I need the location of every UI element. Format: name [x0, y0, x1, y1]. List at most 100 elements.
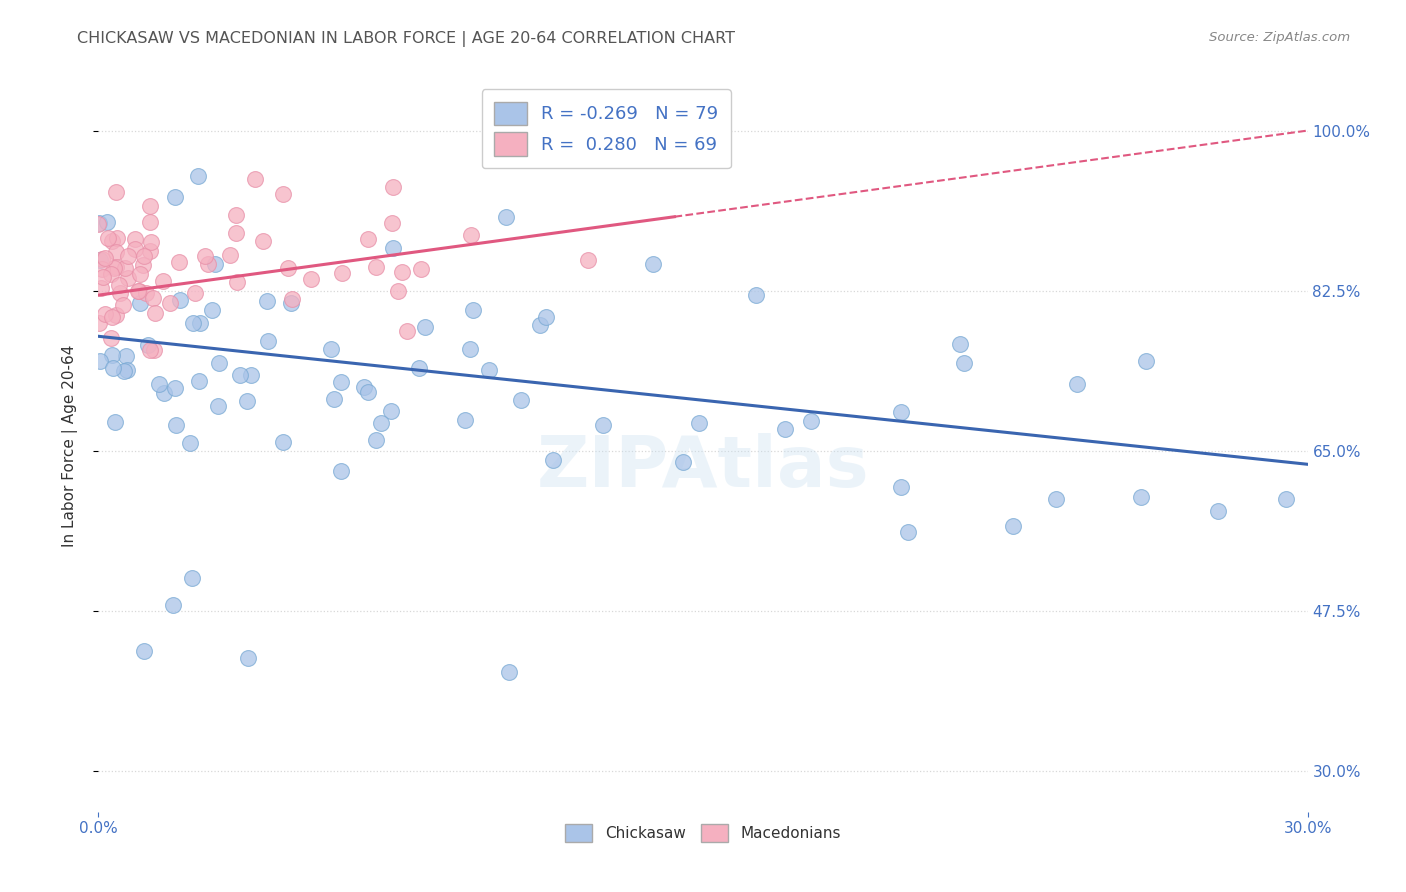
Point: [773, 422, 796, 436]
Point: [112, 364, 135, 378]
Point: [366, 260, 388, 275]
Point: [387, 284, 409, 298]
Point: [890, 405, 912, 419]
Point: [329, 464, 352, 478]
Point: [162, 598, 184, 612]
Point: [179, 435, 201, 450]
Point: [110, 285, 132, 300]
Point: [132, 250, 155, 264]
Point: [1045, 492, 1067, 507]
Point: [148, 376, 170, 391]
Point: [225, 208, 247, 222]
Point: [409, 262, 432, 277]
Point: [273, 186, 295, 201]
Y-axis label: In Labor Force | Age 20-64: In Labor Force | Age 20-64: [62, 345, 77, 547]
Point: [183, 316, 205, 330]
Point: [408, 361, 430, 376]
Point: [103, 260, 125, 275]
Point: [128, 284, 150, 298]
Point: [139, 244, 162, 259]
Point: [226, 275, 249, 289]
Point: [280, 296, 302, 310]
Point: [460, 227, 482, 242]
Point: [184, 285, 207, 300]
Point: [688, 416, 710, 430]
Point: [366, 434, 388, 448]
Point: [381, 180, 404, 194]
Point: [672, 455, 695, 469]
Point: [105, 245, 128, 260]
Point: [96, 215, 118, 229]
Point: [100, 267, 122, 281]
Point: [180, 571, 202, 585]
Point: [381, 217, 404, 231]
Point: [207, 399, 229, 413]
Point: [115, 362, 138, 376]
Point: [370, 416, 392, 430]
Point: [541, 453, 564, 467]
Point: [1129, 490, 1152, 504]
Point: [94, 252, 117, 266]
Point: [124, 232, 146, 246]
Point: [101, 348, 124, 362]
Point: [208, 356, 231, 370]
Point: [91, 252, 114, 267]
Point: [252, 235, 274, 249]
Point: [117, 271, 139, 285]
Point: [97, 231, 120, 245]
Point: [236, 650, 259, 665]
Point: [458, 342, 481, 356]
Point: [1001, 518, 1024, 533]
Point: [461, 302, 484, 317]
Point: [101, 310, 124, 325]
Point: [225, 226, 247, 240]
Point: [323, 392, 346, 407]
Point: [142, 291, 165, 305]
Point: [152, 274, 174, 288]
Point: [128, 267, 150, 281]
Point: [165, 418, 187, 433]
Point: [101, 361, 124, 376]
Point: [94, 307, 117, 321]
Point: [357, 384, 380, 399]
Point: [139, 199, 162, 213]
Point: [187, 374, 209, 388]
Point: [143, 306, 166, 320]
Point: [281, 293, 304, 307]
Point: [382, 241, 405, 255]
Point: [395, 325, 418, 339]
Point: [90, 262, 112, 277]
Text: ZIPAtlas: ZIPAtlas: [537, 434, 869, 502]
Point: [228, 368, 250, 383]
Point: [127, 285, 149, 299]
Point: [1206, 504, 1229, 518]
Point: [321, 342, 343, 356]
Point: [197, 258, 219, 272]
Point: [101, 234, 124, 248]
Point: [165, 381, 187, 395]
Point: [187, 169, 209, 183]
Point: [159, 296, 181, 310]
Point: [91, 270, 114, 285]
Point: [478, 363, 501, 377]
Point: [454, 413, 477, 427]
Point: [115, 349, 138, 363]
Text: CHICKASAW VS MACEDONIAN IN LABOR FORCE | AGE 20-64 CORRELATION CHART: CHICKASAW VS MACEDONIAN IN LABOR FORCE |…: [77, 31, 735, 47]
Point: [380, 403, 402, 417]
Point: [167, 254, 190, 268]
Point: [592, 418, 614, 433]
Point: [87, 218, 110, 232]
Point: [104, 185, 127, 199]
Point: [745, 287, 768, 301]
Point: [132, 258, 155, 272]
Point: [897, 525, 920, 540]
Point: [100, 331, 122, 345]
Text: Source: ZipAtlas.com: Source: ZipAtlas.com: [1209, 31, 1350, 45]
Point: [330, 266, 353, 280]
Point: [139, 343, 162, 357]
Point: [136, 337, 159, 351]
Point: [87, 316, 110, 330]
Point: [257, 334, 280, 348]
Point: [391, 265, 413, 279]
Point: [1135, 353, 1157, 368]
